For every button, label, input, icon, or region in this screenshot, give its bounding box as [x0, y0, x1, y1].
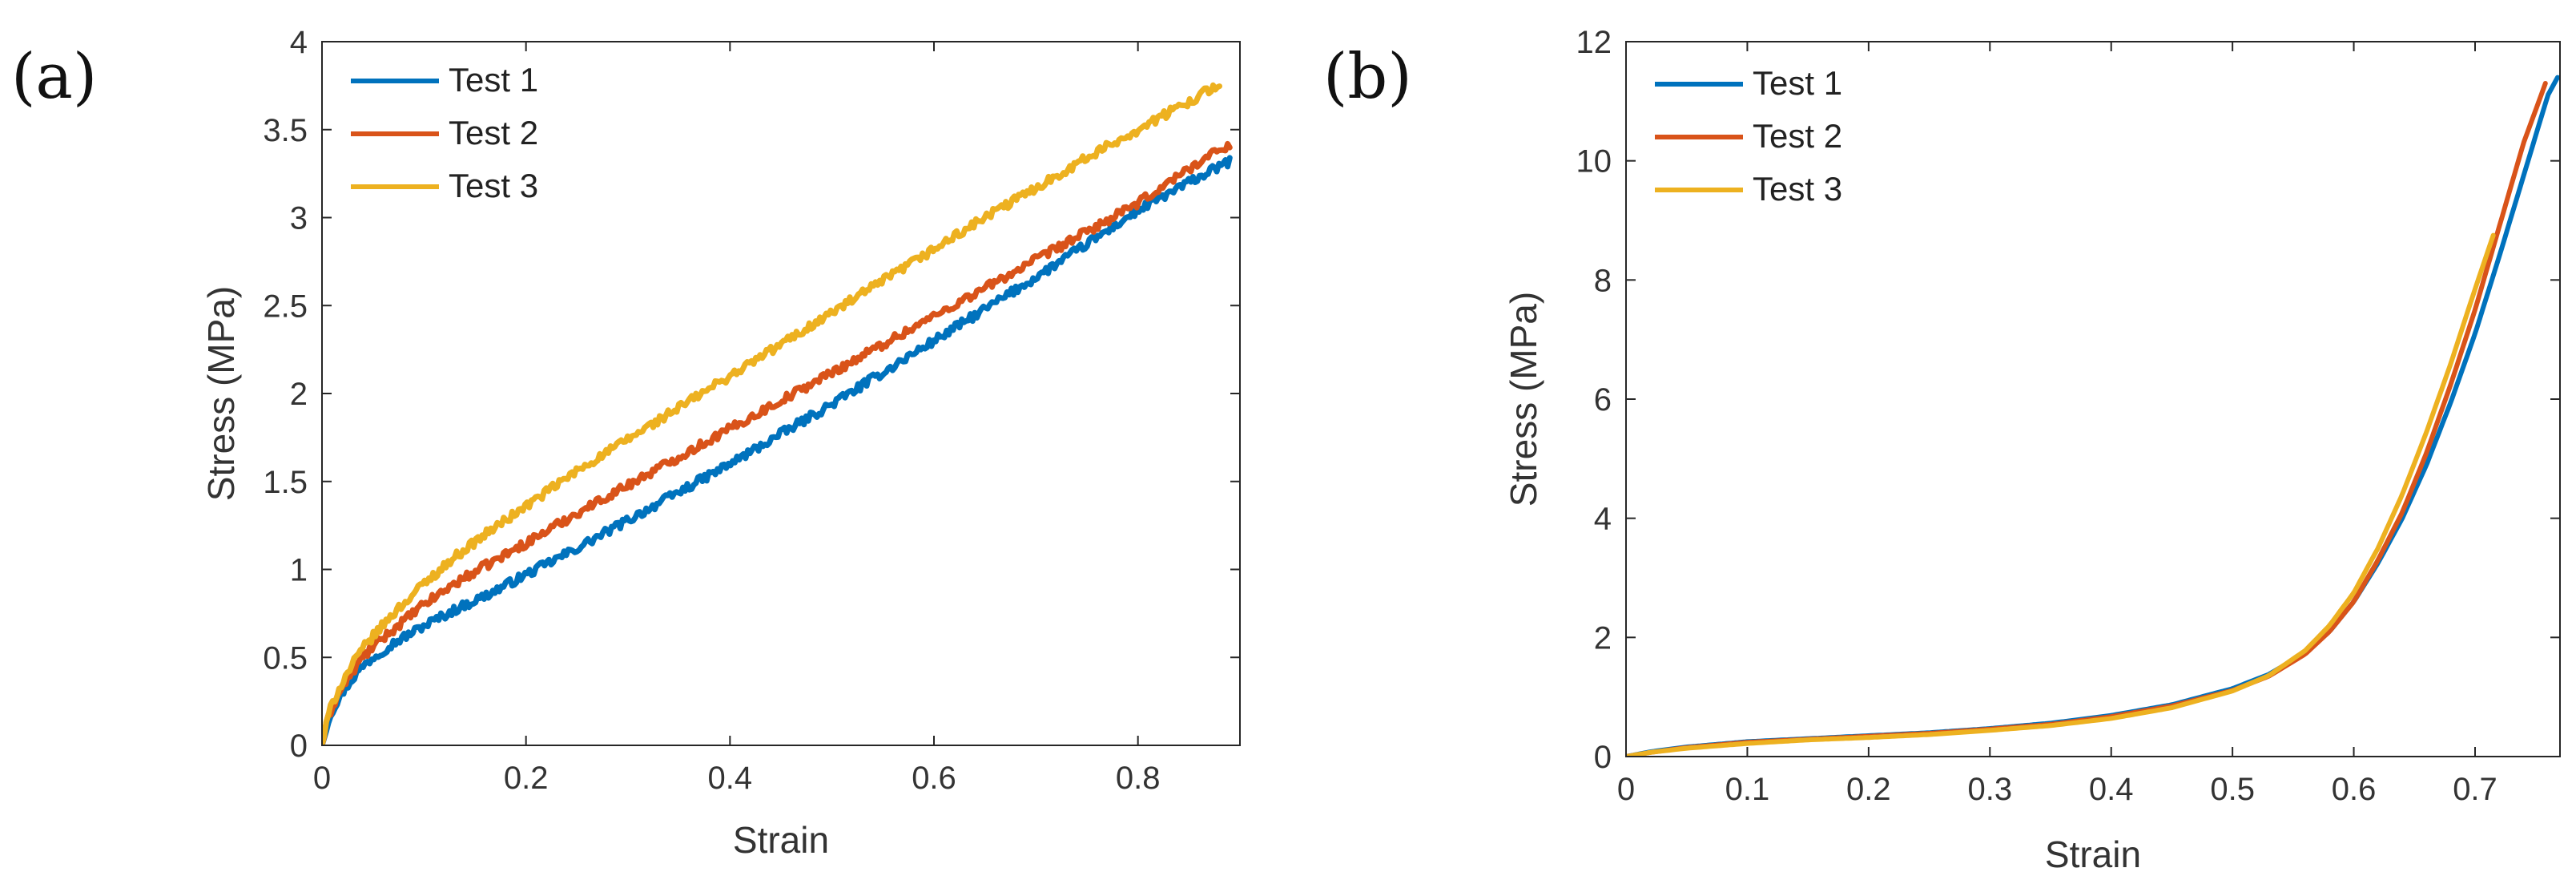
- panel-a-tick-layer: 0 0.2 0.4 0.6 0.8 0 0.5 1 1.5 2 2.5 3 3.5 4: [263, 25, 1240, 796]
- panel-a-x-axis-title: Strain: [733, 819, 829, 861]
- panel-b-y-tick-label: 0: [1594, 740, 1612, 775]
- panel-a-y-tick-label: 1: [290, 553, 308, 588]
- panel-a-y-tick-label: 3: [290, 201, 308, 236]
- panel-a-legend-label-test-2: Test 2: [449, 114, 538, 151]
- panel-a-y-tick-label: 1.5: [263, 465, 308, 500]
- panel-a: (a) 0 0.2 0.4 0.6 0.8 0 0.5 1 1.5 2 2.5 3 3.5 4 Test …: [11, 25, 1241, 861]
- panel-a-y-tick-label: 4: [290, 25, 308, 60]
- panel-b: (b) 0 0.1 0.2 0.3 0.4 0.5 0.6 0.7 0 2 4 6 8 10 12 Test…: [1323, 25, 2561, 875]
- panel-b-plot-frame: [1625, 41, 2561, 757]
- panel-b-x-tick-label: 0: [1617, 772, 1635, 807]
- panel-a-letter: (a): [11, 41, 97, 113]
- panel-b-y-tick-label: 10: [1576, 144, 1612, 180]
- panel-b-y-tick-label: 12: [1576, 25, 1612, 60]
- panel-b-y-tick-label: 6: [1594, 382, 1612, 418]
- panel-b-x-tick-label: 0.7: [2453, 772, 2498, 807]
- panel-a-legend-label-test-1: Test 1: [449, 61, 538, 99]
- panel-a-legend: Test 1 Test 2 Test 3: [351, 61, 538, 204]
- panel-b-y-tick-label: 2: [1594, 620, 1612, 656]
- panel-a-y-tick-label: 0: [290, 729, 308, 764]
- panel-b-x-axis-title: Strain: [2045, 834, 2141, 875]
- panel-a-legend-label-test-3: Test 3: [449, 167, 538, 204]
- panel-b-x-tick-label: 0.5: [2210, 772, 2255, 807]
- panel-b-tick-layer: 0 0.1 0.2 0.3 0.4 0.5 0.6 0.7 0 2 4 6 8 10 12: [1576, 25, 2560, 807]
- panel-b-y-tick-label: 8: [1594, 263, 1612, 298]
- panel-a-plot-frame: [321, 41, 1241, 746]
- panel-a-x-tick-label: 0.2: [504, 761, 549, 796]
- panel-a-x-tick-label: 0.6: [912, 761, 956, 796]
- panel-b-x-tick-label: 0.4: [2089, 772, 2134, 807]
- panel-b-x-tick-label: 0.1: [1725, 772, 1770, 807]
- panel-b-y-tick-label: 4: [1594, 502, 1612, 537]
- panel-b-x-tick-label: 0.6: [2332, 772, 2377, 807]
- panel-b-legend: Test 1 Test 2 Test 3: [1655, 64, 1842, 208]
- panel-a-series-line-test-1: [322, 155, 1233, 745]
- panel-a-x-tick-label: 0: [313, 761, 331, 796]
- panel-a-y-tick-label: 0.5: [263, 640, 308, 676]
- panel-b-letter: (b): [1323, 41, 1412, 113]
- panel-a-y-tick-label: 3.5: [263, 113, 308, 148]
- panel-b-x-tick-label: 0.2: [1846, 772, 1891, 807]
- panel-a-y-tick-label: 2: [290, 377, 308, 412]
- panel-a-series-layer: [322, 82, 1233, 745]
- panel-b-legend-label-test-3: Test 3: [1753, 170, 1842, 208]
- panel-b-legend-label-test-1: Test 1: [1753, 64, 1842, 102]
- panel-a-x-tick-label: 0.8: [1116, 761, 1161, 796]
- panel-b-x-tick-label: 0.3: [1967, 772, 2012, 807]
- panel-a-y-tick-label: 2.5: [263, 289, 308, 324]
- panel-a-y-axis-title: Stress (MPa): [200, 286, 242, 501]
- panel-b-legend-label-test-2: Test 2: [1753, 117, 1842, 155]
- panel-b-y-axis-title: Stress (MPa): [1503, 292, 1544, 507]
- panel-a-series-line-test-3: [322, 82, 1222, 745]
- panel-b-series-line-test-3: [1626, 232, 2496, 757]
- panel-a-x-tick-label: 0.4: [708, 761, 753, 796]
- panel-a-series-line-test-2: [322, 140, 1233, 745]
- panel-b-series-layer: [1626, 75, 2560, 757]
